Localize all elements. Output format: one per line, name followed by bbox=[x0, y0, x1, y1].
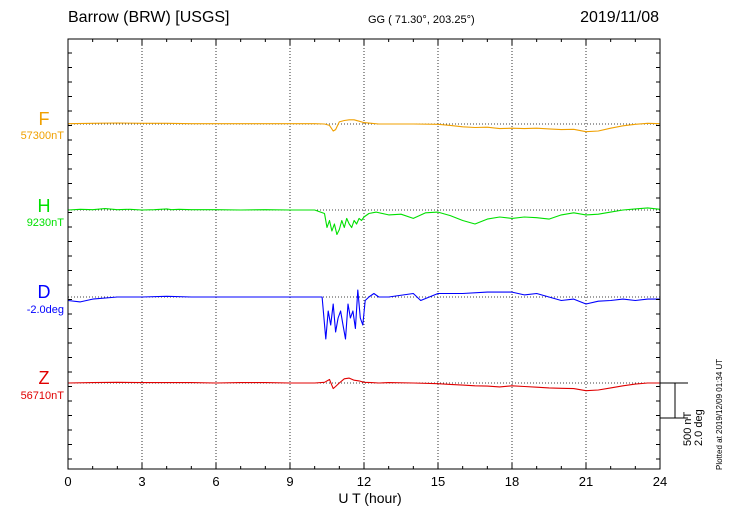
scale-label-deg: 2.0 deg bbox=[693, 409, 705, 446]
x-axis-label: U T (hour) bbox=[338, 490, 402, 506]
series-name-d: D bbox=[37, 282, 51, 302]
x-tick-label: 12 bbox=[356, 474, 372, 489]
scale-bar bbox=[660, 382, 688, 419]
x-tick-label: 0 bbox=[64, 474, 72, 489]
x-tick-label: 21 bbox=[578, 474, 594, 489]
baseline-label-d: -2.0deg bbox=[26, 304, 64, 316]
x-tick-label: 6 bbox=[212, 474, 220, 489]
x-tick-label: 24 bbox=[652, 474, 668, 489]
series-line-z bbox=[67, 377, 660, 392]
baseline-label-h: 9230nT bbox=[26, 217, 64, 229]
x-tick-label: 15 bbox=[430, 474, 446, 489]
plotted-at-note: Plotted at 2019/12/09 01:34 UT bbox=[715, 358, 724, 470]
series-line-f bbox=[67, 119, 661, 133]
baseline-label-z: 56710nT bbox=[20, 390, 64, 402]
x-tick-label: 9 bbox=[286, 474, 294, 489]
series-traces bbox=[67, 119, 661, 392]
grid-lines bbox=[141, 39, 587, 469]
series-name-z: Z bbox=[38, 368, 50, 388]
series-line-h bbox=[67, 207, 661, 236]
plot-date: 2019/11/08 bbox=[580, 9, 659, 26]
station-title: Barrow (BRW) [USGS] bbox=[68, 9, 230, 26]
baseline-label-f: 57300nT bbox=[20, 130, 64, 142]
series-name-h: H bbox=[37, 196, 51, 216]
plot-frame bbox=[67, 38, 661, 470]
x-tick-label: 18 bbox=[504, 474, 520, 489]
station-coordinates: GG ( 71.30°, 203.25°) bbox=[368, 14, 475, 26]
axis-ticks bbox=[67, 39, 661, 469]
x-tick-label: 3 bbox=[138, 474, 146, 489]
series-name-f: F bbox=[38, 109, 50, 129]
series-line-d bbox=[67, 289, 660, 340]
